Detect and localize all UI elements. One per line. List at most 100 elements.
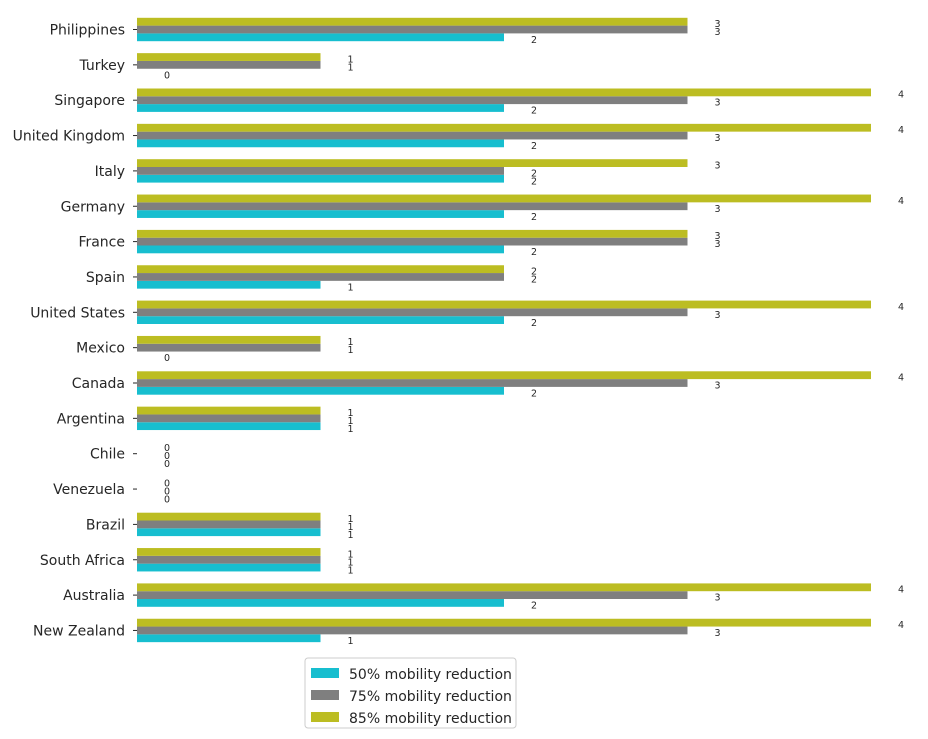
category-label-chile: Chile (90, 447, 125, 463)
value-label-australia-series-0: 2 (531, 601, 537, 612)
bar-philippines-series-1 (137, 25, 688, 34)
bar-turkey-series-1 (137, 60, 321, 69)
value-label-chile-series-2: 0 (164, 443, 170, 454)
bar-spain-series-2 (137, 265, 504, 274)
bar-spain-series-1 (137, 273, 504, 281)
bar-france-series-2 (137, 229, 688, 238)
category-label-new-zealand: New Zealand (33, 623, 125, 639)
value-label-italy-series-2: 3 (714, 160, 720, 171)
bar-argentina-series-2 (137, 406, 321, 415)
value-label-philippines-series-2: 3 (714, 19, 720, 30)
value-label-turkey-series-2: 1 (347, 54, 353, 65)
value-label-united-states-series-1: 3 (714, 310, 720, 321)
value-label-venezuela-series-1: 0 (164, 487, 170, 498)
category-label-united-states: United States (30, 305, 125, 321)
value-label-south-africa-series-2: 1 (347, 549, 353, 560)
value-label-united-kingdom-series-2: 4 (898, 125, 904, 136)
bar-germany-series-2 (137, 194, 871, 203)
bar-mexico-series-2 (137, 335, 321, 344)
bar-united-kingdom-series-0 (137, 139, 504, 148)
bar-australia-series-0 (137, 599, 504, 607)
bar-france-series-0 (137, 245, 504, 254)
bar-singapore-series-1 (137, 96, 688, 105)
value-label-venezuela-series-2: 0 (164, 479, 170, 490)
bar-spain-series-0 (137, 280, 321, 289)
value-label-spain-series-0: 1 (347, 282, 353, 293)
category-label-germany: Germany (61, 199, 125, 215)
bar-italy-series-0 (137, 174, 504, 183)
value-label-south-africa-series-1: 1 (347, 557, 353, 568)
bar-south-africa-series-1 (137, 555, 321, 564)
value-label-france-series-1: 3 (714, 239, 720, 250)
value-label-canada-series-2: 4 (898, 373, 904, 384)
bar-brazil-series-2 (137, 512, 321, 521)
category-label-venezuela: Venezuela (53, 482, 125, 498)
bar-france-series-1 (137, 237, 688, 246)
value-label-australia-series-2: 4 (898, 585, 904, 596)
bar-turkey-series-2 (137, 53, 321, 61)
value-label-australia-series-1: 3 (714, 593, 720, 604)
value-label-united-states-series-0: 2 (531, 318, 537, 329)
category-label-singapore: Singapore (54, 93, 125, 109)
value-label-germany-series-0: 2 (531, 212, 537, 223)
legend-label-75: 75% mobility reduction (349, 689, 512, 705)
value-label-france-series-2: 3 (714, 231, 720, 242)
bar-singapore-series-2 (137, 88, 871, 97)
bar-germany-series-1 (137, 202, 688, 211)
bar-singapore-series-0 (137, 104, 504, 112)
value-label-philippines-series-0: 2 (531, 35, 537, 46)
value-label-brazil-series-1: 1 (347, 522, 353, 533)
value-label-south-africa-series-0: 1 (347, 565, 353, 576)
legend-frame (304, 657, 517, 729)
value-label-canada-series-0: 2 (531, 389, 537, 400)
value-label-united-kingdom-series-1: 3 (714, 133, 720, 144)
bar-italy-series-2 (137, 159, 688, 167)
category-label-argentina: Argentina (57, 411, 125, 427)
bar-united-states-series-2 (137, 300, 871, 309)
bar-argentina-series-1 (137, 414, 321, 423)
value-label-germany-series-2: 4 (898, 196, 904, 207)
bar-new-zealand-series-0 (137, 634, 321, 643)
value-labels-layer: 2330112342342232342331222340112341110000… (164, 19, 904, 647)
value-label-argentina-series-0: 1 (347, 424, 353, 435)
category-label-south-africa: South Africa (40, 553, 125, 569)
value-label-spain-series-2: 2 (531, 266, 537, 277)
bars-layer (137, 17, 871, 643)
value-label-brazil-series-2: 1 (347, 514, 353, 525)
bar-new-zealand-series-1 (137, 626, 688, 635)
value-label-philippines-series-1: 3 (714, 27, 720, 38)
legend-label-50: 50% mobility reduction (349, 667, 512, 683)
bar-italy-series-1 (137, 167, 504, 175)
bar-philippines-series-2 (137, 17, 688, 26)
bar-united-kingdom-series-1 (137, 131, 688, 140)
value-label-new-zealand-series-1: 3 (714, 628, 720, 639)
bar-germany-series-0 (137, 210, 504, 218)
bar-united-states-series-0 (137, 316, 504, 324)
value-label-argentina-series-2: 1 (347, 408, 353, 419)
value-label-turkey-series-1: 1 (347, 62, 353, 73)
value-label-italy-series-1: 2 (531, 168, 537, 179)
value-label-new-zealand-series-0: 1 (347, 636, 353, 647)
bar-australia-series-1 (137, 591, 688, 599)
category-label-italy: Italy (95, 164, 125, 180)
value-label-singapore-series-0: 2 (531, 106, 537, 117)
value-label-canada-series-1: 3 (714, 381, 720, 392)
value-label-italy-series-0: 2 (531, 176, 537, 187)
category-label-canada: Canada (72, 376, 125, 392)
legend-swatch-85 (311, 712, 339, 722)
category-label-france: France (78, 235, 125, 251)
bar-south-africa-series-0 (137, 563, 321, 572)
value-label-turkey-series-0: 0 (164, 70, 170, 81)
legend-swatch-50 (311, 668, 339, 678)
value-label-mexico-series-2: 1 (347, 337, 353, 348)
category-label-spain: Spain (86, 270, 125, 286)
value-label-united-kingdom-series-0: 2 (531, 141, 537, 152)
value-label-chile-series-1: 0 (164, 451, 170, 462)
category-labels-layer: Philippines Turkey Singapore United Kingdom… (13, 23, 137, 639)
legend-label-85: 85% mobility reduction (349, 711, 512, 727)
category-label-mexico: Mexico (76, 341, 125, 357)
bar-canada-series-1 (137, 379, 688, 387)
bar-canada-series-0 (137, 386, 504, 395)
category-label-australia: Australia (63, 588, 125, 604)
